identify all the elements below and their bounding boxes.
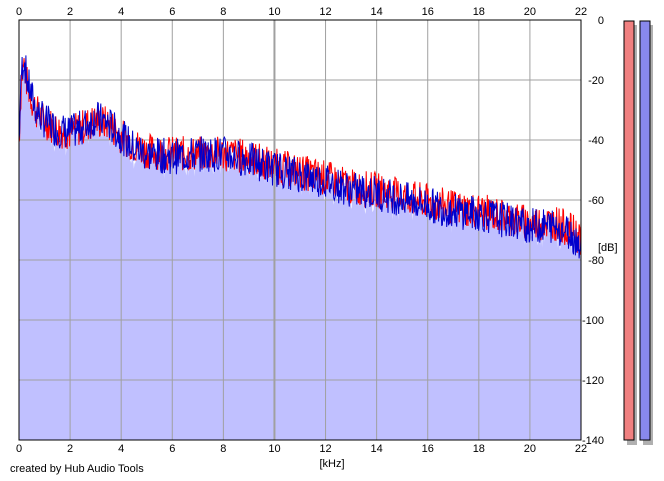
x-tick-label-bottom-10: 10 — [268, 443, 280, 455]
y-tick-label--20: -20 — [588, 75, 604, 87]
x-tick-label-top-14: 14 — [371, 6, 383, 18]
x-tick-label-bottom-16: 16 — [422, 443, 434, 455]
x-tick-label-bottom-6: 6 — [169, 443, 175, 455]
plot-frame — [18, 19, 582, 441]
x-tick-label-top-18: 18 — [473, 6, 485, 18]
x-tick-label-top-16: 16 — [422, 6, 434, 18]
x-tick-label-bottom-22: 22 — [575, 443, 587, 455]
y-tick-label--40: -40 — [588, 135, 604, 147]
x-tick-label-bottom-12: 12 — [319, 443, 331, 455]
x-tick-label-bottom-14: 14 — [371, 443, 383, 455]
x-tick-label-top-8: 8 — [220, 6, 226, 18]
y-axis-label: [dB] — [598, 242, 618, 254]
x-tick-label-top-6: 6 — [169, 6, 175, 18]
x-tick-label-bottom-2: 2 — [67, 443, 73, 455]
meter-right — [639, 20, 651, 441]
x-tick-label-top-0: 0 — [16, 6, 22, 18]
y-tick-labels: 0 -20 -40 -60 -80 -100 -120 -140 — [582, 15, 604, 447]
series-line-red — [18, 58, 582, 255]
x-tick-label-top-20: 20 — [524, 6, 536, 18]
x-tick-label-top-2: 2 — [67, 6, 73, 18]
x-tick-label-bottom-18: 18 — [473, 443, 485, 455]
y-tick-label--60: -60 — [588, 195, 604, 207]
y-tick-label--140: -140 — [582, 435, 604, 447]
x-tick-label-bottom-0: 0 — [16, 443, 22, 455]
x-tick-label-top-22: 22 — [575, 6, 587, 18]
x-tick-label-bottom-20: 20 — [524, 443, 536, 455]
level-meters — [623, 20, 653, 445]
x-tick-labels-bottom: 0 2 4 6 8 10 12 14 16 18 20 22 — [16, 443, 587, 455]
series-line-blue — [18, 55, 582, 259]
x-tick-label-top-10: 10 — [268, 6, 280, 18]
x-tick-labels-top: 0 2 4 6 8 10 12 14 16 18 20 22 — [16, 6, 587, 18]
credit-text: created by Hub Audio Tools — [10, 463, 144, 475]
meter-left — [623, 20, 635, 441]
y-tick-label--100: -100 — [582, 315, 604, 327]
y-tick-label-0: 0 — [598, 15, 604, 27]
x-tick-label-top-4: 4 — [118, 6, 124, 18]
x-axis-label: [kHz] — [319, 458, 344, 470]
x-tick-label-top-12: 12 — [319, 6, 331, 18]
x-tick-label-bottom-8: 8 — [220, 443, 226, 455]
x-tick-label-bottom-4: 4 — [118, 443, 124, 455]
y-tick-label--120: -120 — [582, 375, 604, 387]
y-tick-label--80: -80 — [588, 255, 604, 267]
